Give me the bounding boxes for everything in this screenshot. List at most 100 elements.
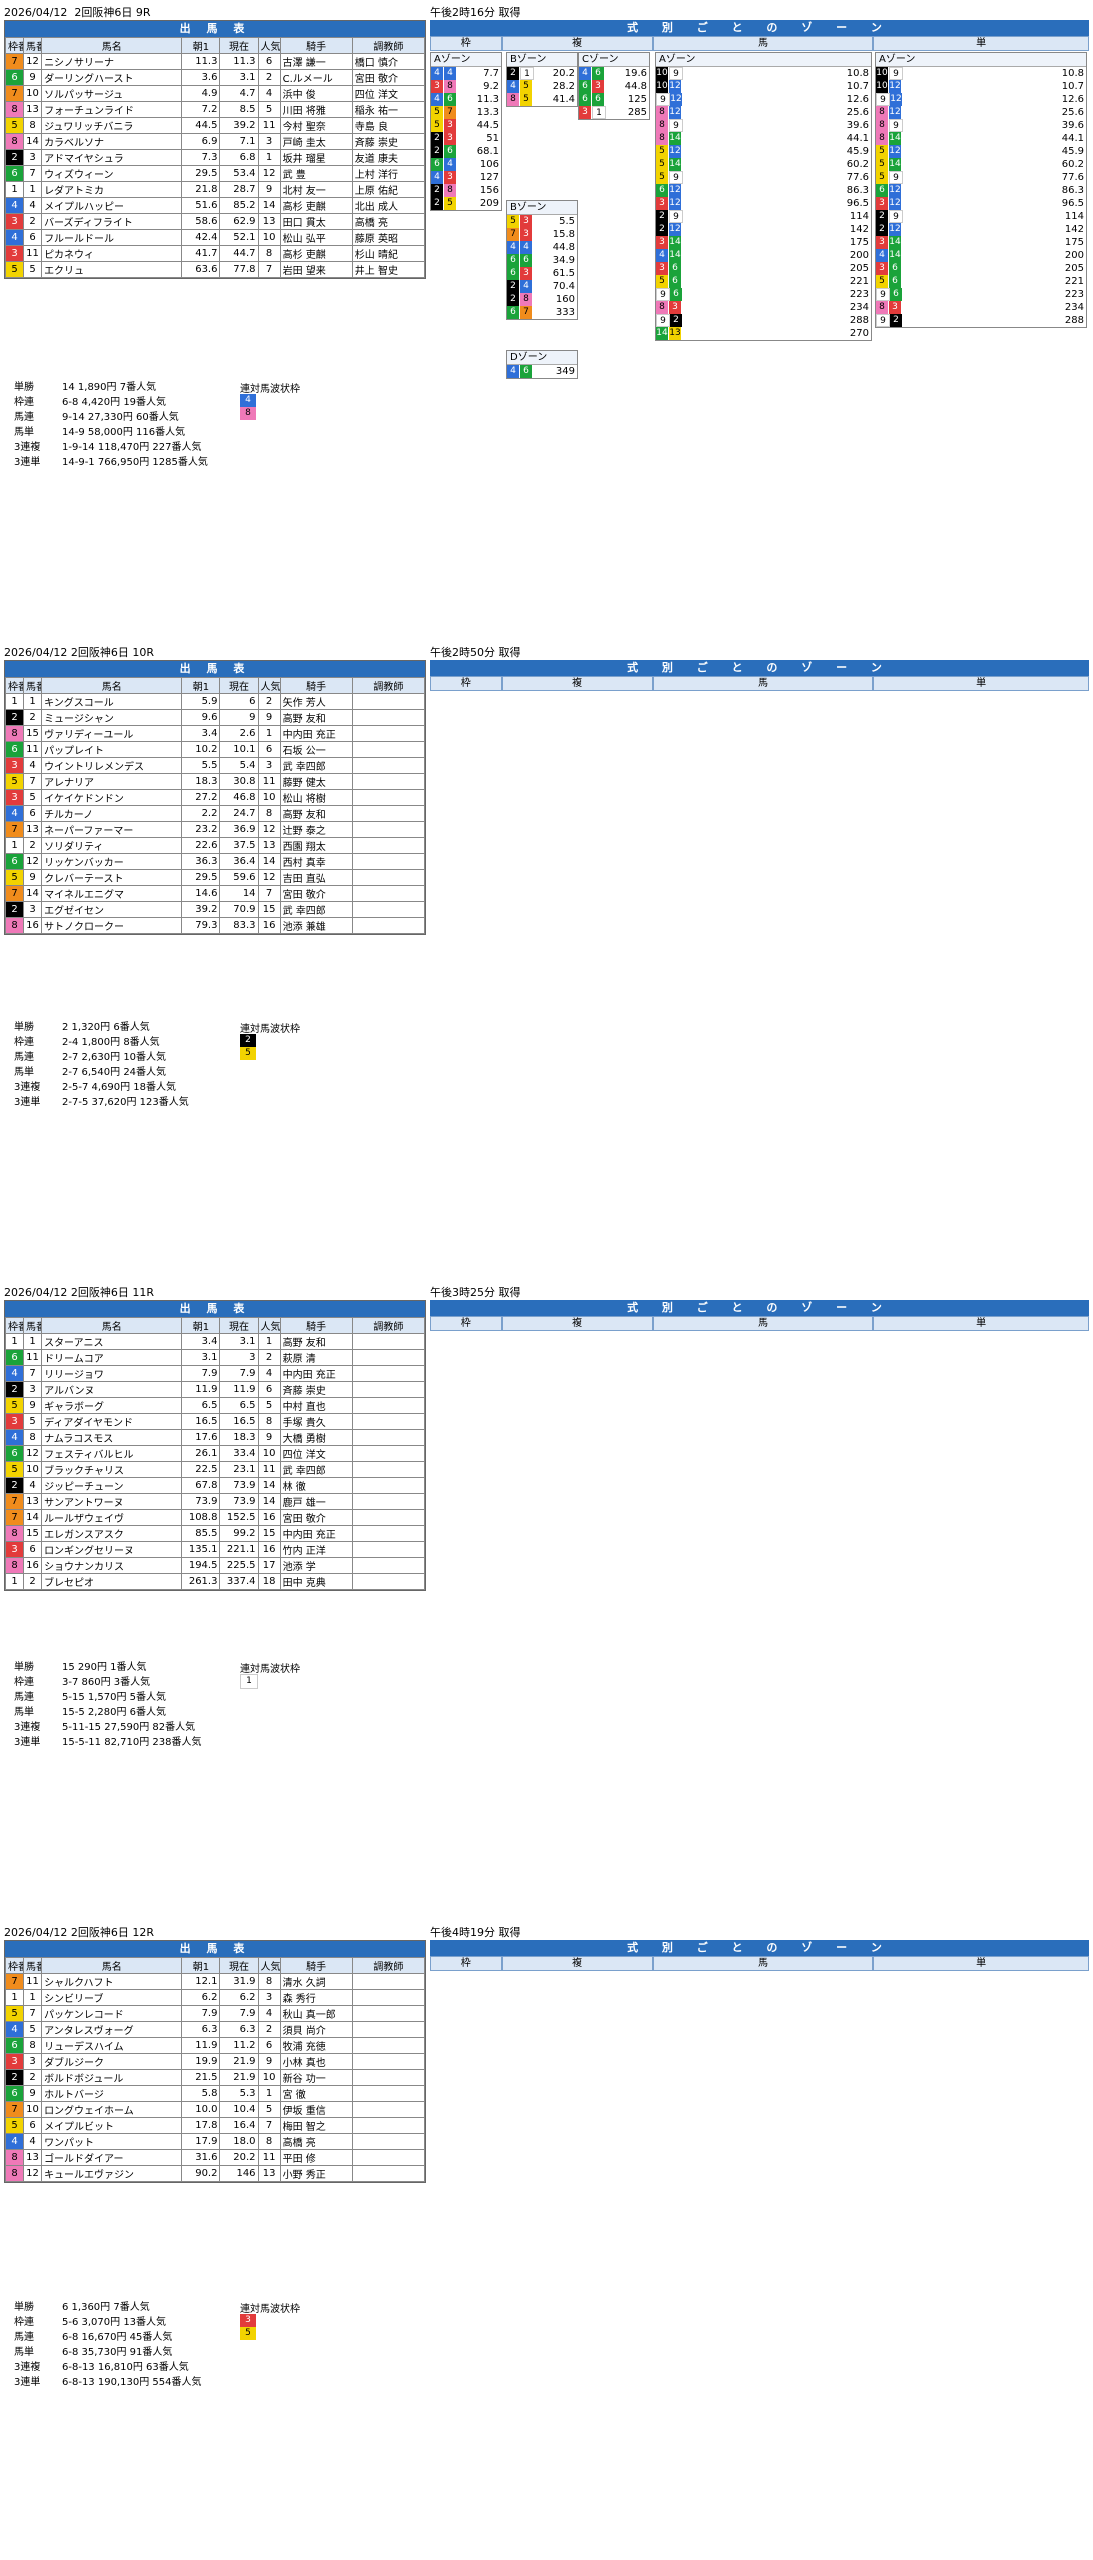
zone-row: 5 9 77.6 — [876, 171, 1086, 184]
table-row: 1 1 キングスコール 5.9 6 2 矢作 芳人 — [4, 693, 426, 710]
chip: 2 — [431, 197, 444, 210]
zone-row: 2 8 160 — [507, 293, 577, 306]
zone-row: 2 12 142 — [656, 223, 871, 236]
odds-now: 5.4 — [219, 757, 259, 774]
zone-value: 44.8 — [624, 81, 647, 92]
zone-value: 205 — [1064, 263, 1084, 274]
waku-cell: 4 — [4, 229, 25, 246]
odds-now: 85.2 — [219, 197, 259, 214]
zone-row: 3 6 205 — [656, 262, 871, 275]
zone-row: 10 12 10.7 — [656, 80, 871, 93]
uma-cell: 12 — [23, 2165, 43, 2182]
entry-title: 出 馬 表 — [5, 1301, 425, 1317]
payout-list: 単勝 14 1,890円 7番人気 枠連 6-8 4,420円 19番人気 馬連 9-14… — [14, 380, 208, 470]
horse-name: フォーチュンライド — [41, 101, 183, 118]
odds-first: 17.9 — [181, 2133, 221, 2150]
odds-now: 225.5 — [219, 1557, 259, 1574]
jockey: 武 幸四郎 — [279, 901, 353, 918]
jockey: 西村 真幸 — [279, 853, 353, 870]
horse-name: サンアントワーヌ — [41, 1493, 183, 1510]
chip: 10 — [876, 80, 889, 93]
uma-cell: 14 — [23, 1509, 43, 1526]
chip: 9 — [669, 119, 683, 132]
rev-chip: 3 — [240, 2314, 256, 2327]
chip: 3 — [444, 132, 457, 145]
rev-chip: 4 — [240, 394, 256, 407]
odds-now: 11.3 — [219, 53, 259, 70]
jockey: 武 豊 — [279, 165, 353, 182]
zone-row: 4 4 44.8 — [507, 241, 577, 254]
chip: 8 — [876, 301, 889, 314]
payout-value: 15-5-11 82,710円 238番人気 — [62, 1737, 202, 1748]
payout-label: 3連単 — [14, 457, 41, 468]
trainer — [351, 741, 426, 758]
uma-cell: 8 — [23, 1429, 43, 1446]
odds-first: 21.8 — [181, 181, 221, 198]
zone-title: 式 別 ご と の ゾ ー ン — [430, 20, 1089, 36]
table-row: 4 4 メイプルハッピー 51.6 85.2 14 高杉 吏麒 北出 成人 — [4, 197, 426, 214]
chip: 2 — [890, 314, 903, 327]
zone-panel: 式 別 ご と の ゾ ー ン 枠 複 馬 単 Aゾーン 4 4 7.7 3 8 9.2 4 6… — [430, 20, 1089, 620]
zone-row: 3 14 175 — [876, 236, 1086, 249]
zone-panel: 式 別 ご と の ゾ ー ン枠複馬単 — [430, 1300, 1089, 1900]
odds-first: 3.6 — [181, 69, 221, 86]
uma-cell: 9 — [23, 869, 43, 886]
jockey: 須貝 尚介 — [279, 2021, 353, 2038]
col-pop: 人気 — [257, 37, 281, 54]
odds-first: 12.1 — [181, 1973, 221, 1990]
zone-row: 2 3 51 — [431, 132, 501, 145]
waku-cell: 5 — [4, 2117, 25, 2134]
table-row: 2 2 ボルドボジュール 21.5 21.9 10 新谷 功一 — [4, 2069, 426, 2086]
payout-label: 3連複 — [14, 2362, 41, 2373]
waku-cell: 1 — [4, 1989, 25, 2006]
trainer — [351, 1973, 426, 1990]
waku-cell: 8 — [4, 133, 25, 150]
jockey: 石坂 公一 — [279, 741, 353, 758]
odds-first: 36.3 — [181, 853, 221, 870]
col-name: 馬名 — [41, 37, 183, 54]
zone-col-tan: 単 — [873, 36, 1089, 51]
col-trainer: 調教師 — [351, 37, 426, 54]
chip: 5 — [520, 80, 533, 93]
popularity: 2 — [257, 693, 281, 710]
jockey: 高杉 吏麒 — [279, 245, 353, 262]
odds-now: 24.7 — [219, 805, 259, 822]
zone-value: 288 — [849, 315, 869, 326]
chip: 6 — [592, 93, 605, 106]
jockey: 手塚 貴久 — [279, 1413, 353, 1430]
payout-value: 14-9 58,000円 116番人気 — [62, 427, 186, 438]
odds-first: 18.3 — [181, 773, 221, 790]
odds-now: 6.8 — [219, 149, 259, 166]
odds-now: 7.9 — [219, 1365, 259, 1382]
table-row: 3 2 バーズディフライト 58.6 62.9 13 田口 貫太 高橋 亮 — [4, 213, 426, 230]
jockey: 高杉 吏麒 — [279, 197, 353, 214]
odds-now: 23.1 — [219, 1461, 259, 1478]
trainer — [351, 2021, 426, 2038]
trainer — [351, 1541, 426, 1558]
uma-cell: 11 — [23, 245, 43, 262]
payout-label: 馬単 — [14, 1067, 34, 1078]
payout-value: 2-7 2,630円 10番人気 — [62, 1052, 167, 1063]
horse-name: リリージョワ — [41, 1365, 183, 1382]
table-row: 3 5 イケイケドンドン 27.2 46.8 10 松山 将樹 — [4, 789, 426, 806]
waku-cell: 5 — [4, 1397, 25, 1414]
odds-now: 2.6 — [219, 725, 259, 742]
chip: 3 — [656, 197, 669, 210]
table-row: 1 1 シンビリーブ 6.2 6.2 3 森 秀行 — [4, 1989, 426, 2006]
zone-col-umaren: 馬 — [652, 1316, 874, 1331]
zone-col-fuku: 複 — [501, 1316, 653, 1331]
col-first: 朝1 — [181, 677, 221, 694]
odds-first: 51.6 — [181, 197, 221, 214]
horse-name: ロンギングセリーヌ — [41, 1541, 183, 1558]
zone-row: 8 14 44.1 — [656, 132, 871, 145]
odds-now: 16.5 — [219, 1413, 259, 1430]
chip: 5 — [520, 93, 533, 106]
table-row: 6 12 フェスティバルヒル 26.1 33.4 10 四位 洋文 — [4, 1445, 426, 1462]
waku-cell: 7 — [4, 885, 25, 902]
trainer: 橋口 慎介 — [351, 53, 426, 70]
chip: 2 — [431, 184, 444, 197]
odds-first: 5.5 — [181, 757, 221, 774]
waku-cell: 6 — [4, 1349, 25, 1366]
trainer: 宮田 敬介 — [351, 69, 426, 86]
trainer — [351, 1445, 426, 1462]
